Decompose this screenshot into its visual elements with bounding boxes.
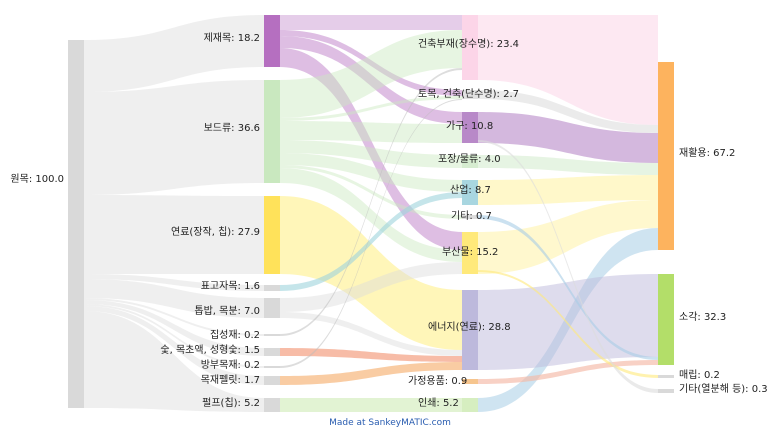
node-label-inswae: 인쇄: 5.2 [418,397,459,409]
flow-pyogo-to-saneop [280,192,462,291]
node-pojang [462,155,478,168]
node-label-sut: 숯, 목초액, 성형숯: 1.5 [160,344,260,356]
node-label-saneop: 산업: 8.7 [450,183,491,196]
flow-wonmok-to-bodeu [84,80,264,195]
flow-wonmok-to-bangbu [84,304,264,368]
flow-wonmok-to-sut [84,300,264,356]
flow-wonmok-to-pyogo [84,274,264,291]
node-bangbu [264,366,280,368]
node-label-tomok: 토목, 건축(단수명): 2.7 [418,88,519,100]
node-pulp [264,398,280,412]
flow-bodeu-to-gagu [280,121,462,143]
node-label-pyogo: 표고자목: 1.6 [201,280,260,292]
node-inswae [462,398,478,412]
flow-sut-to-energy [280,348,462,362]
node-sogak [658,274,674,365]
node-energy [462,290,478,370]
node-tombap [264,298,280,318]
node-label-energy: 에너지(연료): 28.8 [428,321,511,333]
sankey-labels: 원목: 100.0 제재목: 18.2 보드류: 36.6 연료(장작, 칩): 27… [10,32,767,409]
node-label-gagu: 가구: 10.8 [446,120,493,132]
flow-saneop-to-jaehwal [478,175,658,205]
sankey-links [84,15,658,412]
flow-gita-to-sogak [478,215,658,360]
node-label-busanmul: 부산물: 15.2 [442,246,498,258]
flow-busanmul-to-jaehwal [478,200,658,274]
node-label-yeonryo: 연료(장작, 칩): 27.9 [171,226,260,238]
node-label-bodeu: 보드류: 36.6 [204,122,260,134]
flow-bodeu-to-geonchuk [280,30,462,118]
flow-pellet-to-energy [280,362,462,385]
node-label-wonmok: 원목: 100.0 [10,173,64,185]
node-label-jipseong: 집성재: 0.2 [210,329,260,341]
node-label-pulp: 펄프(칩): 5.2 [202,397,260,409]
flow-wonmok-to-pellet [84,306,264,385]
node-label-gajeong: 가정용품: 0.9 [408,375,467,387]
node-label-bangbu: 방부목재: 0.2 [201,359,260,371]
node-pyogo [264,285,280,291]
node-maerip [658,375,674,378]
node-sut [264,348,280,356]
flow-jejaemok-to-tomok [280,30,462,96]
node-label-pellet: 목재펠릿: 1.7 [201,374,260,386]
node-label-jaehwal: 재활용: 67.2 [679,146,735,159]
flow-bodeu-to-tomok [280,96,462,121]
flow-wonmok-to-yeonryo [84,195,264,274]
node-gagu [462,112,478,143]
node-label-tombap: 톱밥, 목분: 7.0 [194,305,260,317]
flow-jejaemok-to-geonchuk [280,15,462,30]
flow-energy-to-sogak [478,274,658,370]
flow-gagu-to-jaehwal [478,112,658,163]
flow-tombap-to-busanmul [280,262,462,312]
flow-bodeu-to-busanmul [280,168,462,262]
node-gita2 [658,389,674,393]
node-saneop [462,180,478,205]
flow-wonmok-to-tombap [84,279,264,318]
sankey-nodes [68,15,674,412]
node-pellet [264,376,280,385]
node-label-pojang: 포장/물류: 4.0 [438,153,501,165]
node-jipseong [264,334,280,336]
flow-gagu-to-gita2 [478,140,658,393]
node-tomok [462,90,478,99]
flow-jejaemok-to-busanmul [280,48,462,250]
node-geonchuk [462,15,478,80]
node-label-sogak: 소각: 32.3 [679,311,726,323]
flow-wonmok-to-jejaemok [84,15,264,92]
node-label-jejaemok: 제재목: 18.2 [204,32,260,44]
node-wonmok [68,40,84,408]
flow-yeonryo-to-energy [280,196,462,350]
flow-bodeu-to-gita [280,165,462,219]
flow-wonmok-to-jipseong [84,298,264,336]
node-label-gita2: 기타(열분해 등): 0.3 [679,382,768,395]
node-bodeu [264,80,280,183]
flow-pojang-to-jaehwal [478,155,658,175]
node-jejaemok [264,15,280,67]
sankeymatic-credit[interactable]: Made at SankeyMATIC.com [329,418,451,428]
node-gajeong [462,379,478,384]
node-yeonryo [264,196,280,274]
flow-busanmul-to-maerip [478,270,658,378]
flow-pulp-to-inswae [280,398,462,412]
flow-bodeu-to-saneop [280,153,462,192]
node-label-gita: 기타: 0.7 [451,210,492,222]
node-label-geonchuk: 건축부재(장수명): 23.4 [418,38,519,50]
flow-jejaemok-to-gagu [280,36,462,124]
node-gita [462,215,478,219]
node-busanmul [462,232,478,274]
flow-wonmok-to-pulp [84,311,264,412]
flow-tombap-to-energy [280,312,462,356]
flow-tomok-to-jaehwal [478,90,658,133]
flow-bangbu-to-tomok [280,99,462,368]
flow-jipseong-to-geonchuk [280,68,462,336]
node-jaehwal [658,62,674,250]
flow-geonchuk-to-jaehwal [478,15,658,125]
flow-bodeu-to-pojang [280,140,462,168]
node-label-maerip: 매립: 0.2 [679,368,720,381]
